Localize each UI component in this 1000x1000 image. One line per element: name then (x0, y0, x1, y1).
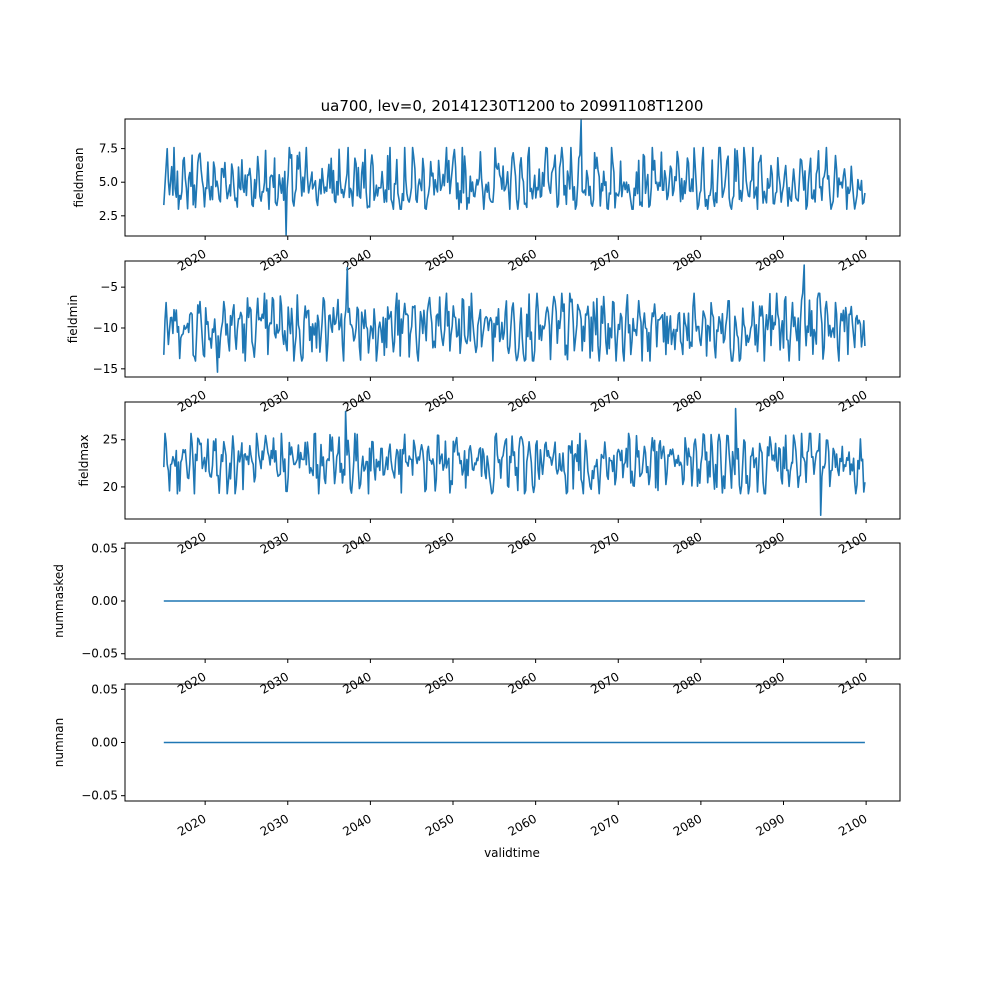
y-tick-label: 5.0 (99, 175, 118, 189)
axes-frame (124, 118, 901, 237)
series-line-fieldmax (163, 407, 866, 516)
chart-title: ua700, lev=0, 20141230T1200 to 20991108T… (321, 97, 704, 115)
series-line-fieldmean (163, 119, 866, 236)
y-tick-label: −0.05 (81, 647, 118, 661)
series-line-fieldmin (163, 264, 866, 373)
y-axis-label: numnan (52, 718, 66, 767)
y-tick-label: −0.05 (81, 789, 118, 803)
y-tick-label: 0.00 (91, 594, 118, 608)
y-tick-label: 7.5 (99, 142, 118, 156)
y-tick-label: 2.5 (99, 209, 118, 223)
y-tick-label: 20 (103, 480, 118, 494)
y-axis-label: fieldmax (77, 434, 91, 486)
y-tick-label: 0.00 (91, 736, 118, 750)
y-tick-label: −15 (93, 362, 118, 376)
y-tick-label: −10 (93, 321, 118, 335)
axes-frame (124, 260, 901, 378)
axes-frame (124, 401, 901, 520)
y-axis-label: nummasked (52, 564, 66, 638)
y-axis-label: fieldmean (72, 148, 86, 208)
y-tick-label: 0.05 (91, 682, 118, 696)
y-axis-label: fieldmin (66, 295, 80, 344)
x-axis-label: validtime (484, 846, 540, 860)
y-tick-label: −5 (100, 280, 118, 294)
y-tick-label: 25 (103, 433, 118, 447)
y-tick-label: 0.05 (91, 541, 118, 555)
